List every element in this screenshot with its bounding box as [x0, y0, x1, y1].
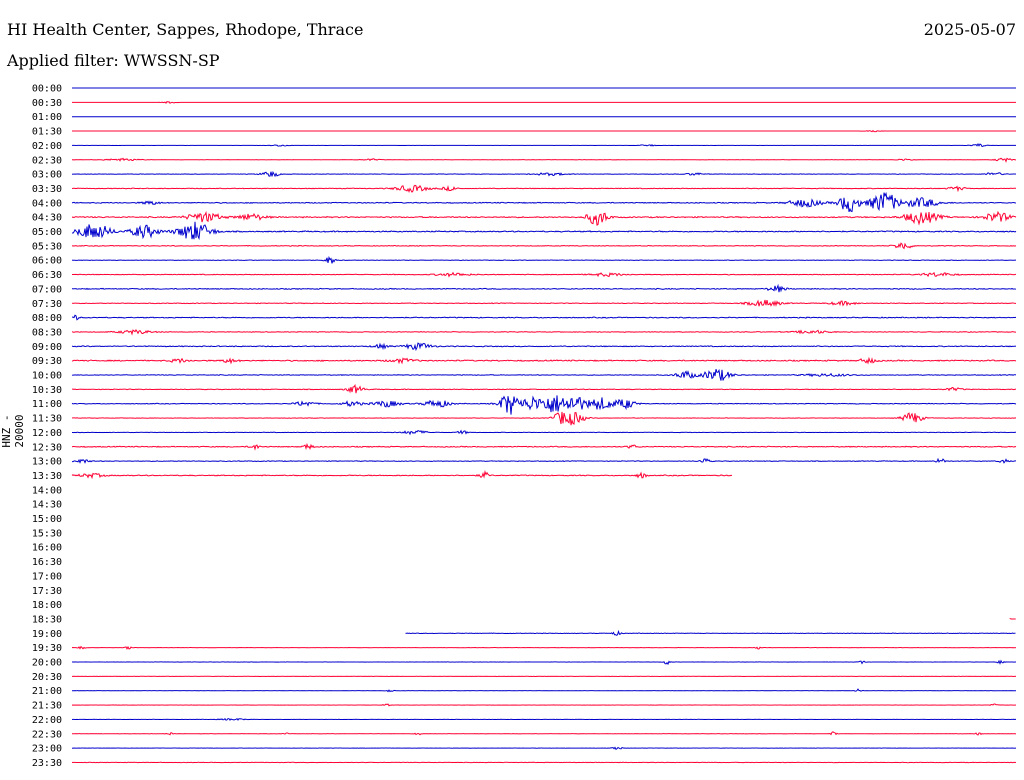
time-tick-label: 14:00 — [32, 485, 62, 496]
time-tick-label: 07:00 — [32, 284, 62, 295]
time-tick-label: 21:30 — [32, 701, 62, 712]
trace-line — [71, 761, 1017, 764]
trace-line — [71, 255, 1017, 264]
time-tick-label: 14:30 — [32, 500, 62, 511]
time-tick-label: 16:00 — [32, 543, 62, 554]
trace-line — [71, 659, 1017, 666]
time-tick-label: 09:30 — [32, 356, 62, 367]
trace-line — [71, 383, 1017, 394]
trace-line — [71, 457, 1017, 464]
trace-line — [71, 731, 1017, 736]
time-tick-label: 18:00 — [32, 600, 62, 611]
trace-line — [71, 143, 1017, 147]
time-tick-label: 22:30 — [32, 729, 62, 740]
trace-line — [71, 429, 1017, 436]
trace-line — [71, 170, 1017, 178]
trace-line — [71, 746, 1017, 751]
station-title: HI Health Center, Sappes, Rhodope, Thrac… — [7, 20, 364, 39]
time-tick-label: 21:00 — [32, 686, 62, 697]
time-tick-label: 01:00 — [32, 112, 62, 123]
time-tick-label: 12:00 — [32, 428, 62, 439]
time-tick-label: 08:30 — [32, 327, 62, 338]
time-tick-label: 11:30 — [32, 414, 62, 425]
trace-line — [71, 184, 1017, 194]
trace-line — [71, 356, 1017, 365]
trace-line — [405, 629, 1016, 636]
time-tick-label: 22:00 — [32, 715, 62, 726]
time-tick-label: 04:30 — [32, 213, 62, 224]
time-tick-label: 20:00 — [32, 658, 62, 669]
date-label: 2025-05-07 — [923, 20, 1016, 39]
time-tick-label: 20:30 — [32, 672, 62, 683]
trace-line — [71, 470, 733, 480]
time-tick-label: 19:00 — [32, 629, 62, 640]
time-tick-label: 15:30 — [32, 528, 62, 539]
time-tick-label: 17:30 — [32, 586, 62, 597]
time-tick-label: 02:00 — [32, 141, 62, 152]
trace-line — [71, 411, 1017, 426]
time-tick-label: 13:30 — [32, 471, 62, 482]
trace-line — [71, 395, 1017, 415]
time-tick-label: 05:00 — [32, 227, 62, 238]
time-tick-label: 13:00 — [32, 457, 62, 468]
time-tick-label: 00:30 — [32, 98, 62, 109]
trace-line — [71, 210, 1017, 226]
time-tick-label: 07:30 — [32, 299, 62, 310]
trace-line — [71, 328, 1017, 336]
trace-line — [71, 271, 1017, 278]
time-tick-label: 04:00 — [32, 198, 62, 209]
time-tick-label: 09:00 — [32, 342, 62, 353]
time-tick-label: 06:30 — [32, 270, 62, 281]
time-tick-label: 05:30 — [32, 241, 62, 252]
time-tick-label: 03:00 — [32, 170, 62, 181]
time-tick-label: 08:00 — [32, 313, 62, 324]
trace-line — [71, 342, 1017, 352]
trace-line — [71, 314, 1017, 321]
time-tick-label: 01:30 — [32, 127, 62, 138]
trace-line — [1009, 618, 1016, 620]
filter-label: Applied filter: WWSSN-SP — [7, 51, 220, 70]
trace-line — [71, 242, 1017, 250]
time-tick-label: 10:30 — [32, 385, 62, 396]
trace-line — [71, 368, 1017, 381]
trace-line — [72, 100, 1016, 104]
time-tick-label: 18:30 — [32, 614, 62, 625]
trace-line — [71, 645, 1017, 650]
trace-line — [71, 703, 1017, 707]
time-tick-label: 23:00 — [32, 744, 62, 755]
time-tick-label: 19:30 — [32, 643, 62, 654]
trace-line — [71, 442, 1017, 451]
trace-line — [71, 718, 1017, 721]
time-tick-label: 11:00 — [32, 399, 62, 410]
time-tick-label: 00:00 — [32, 84, 62, 95]
time-tick-label: 16:30 — [32, 557, 62, 568]
trace-line — [71, 299, 1017, 307]
time-tick-label: 12:30 — [32, 442, 62, 453]
trace-line — [71, 688, 1017, 693]
trace-line — [71, 157, 1017, 163]
trace-line — [71, 191, 1017, 213]
trace-line — [71, 283, 1017, 293]
time-tick-label: 06:00 — [32, 256, 62, 267]
time-tick-label: 03:30 — [32, 184, 62, 195]
time-tick-label: 23:30 — [32, 758, 62, 769]
time-tick-label: 02:30 — [32, 155, 62, 166]
time-tick-label: 17:00 — [32, 571, 62, 582]
time-tick-label: 15:00 — [32, 514, 62, 525]
trace-line — [72, 129, 1016, 133]
trace-line — [71, 221, 1017, 241]
time-tick-label: 10:00 — [32, 371, 62, 382]
